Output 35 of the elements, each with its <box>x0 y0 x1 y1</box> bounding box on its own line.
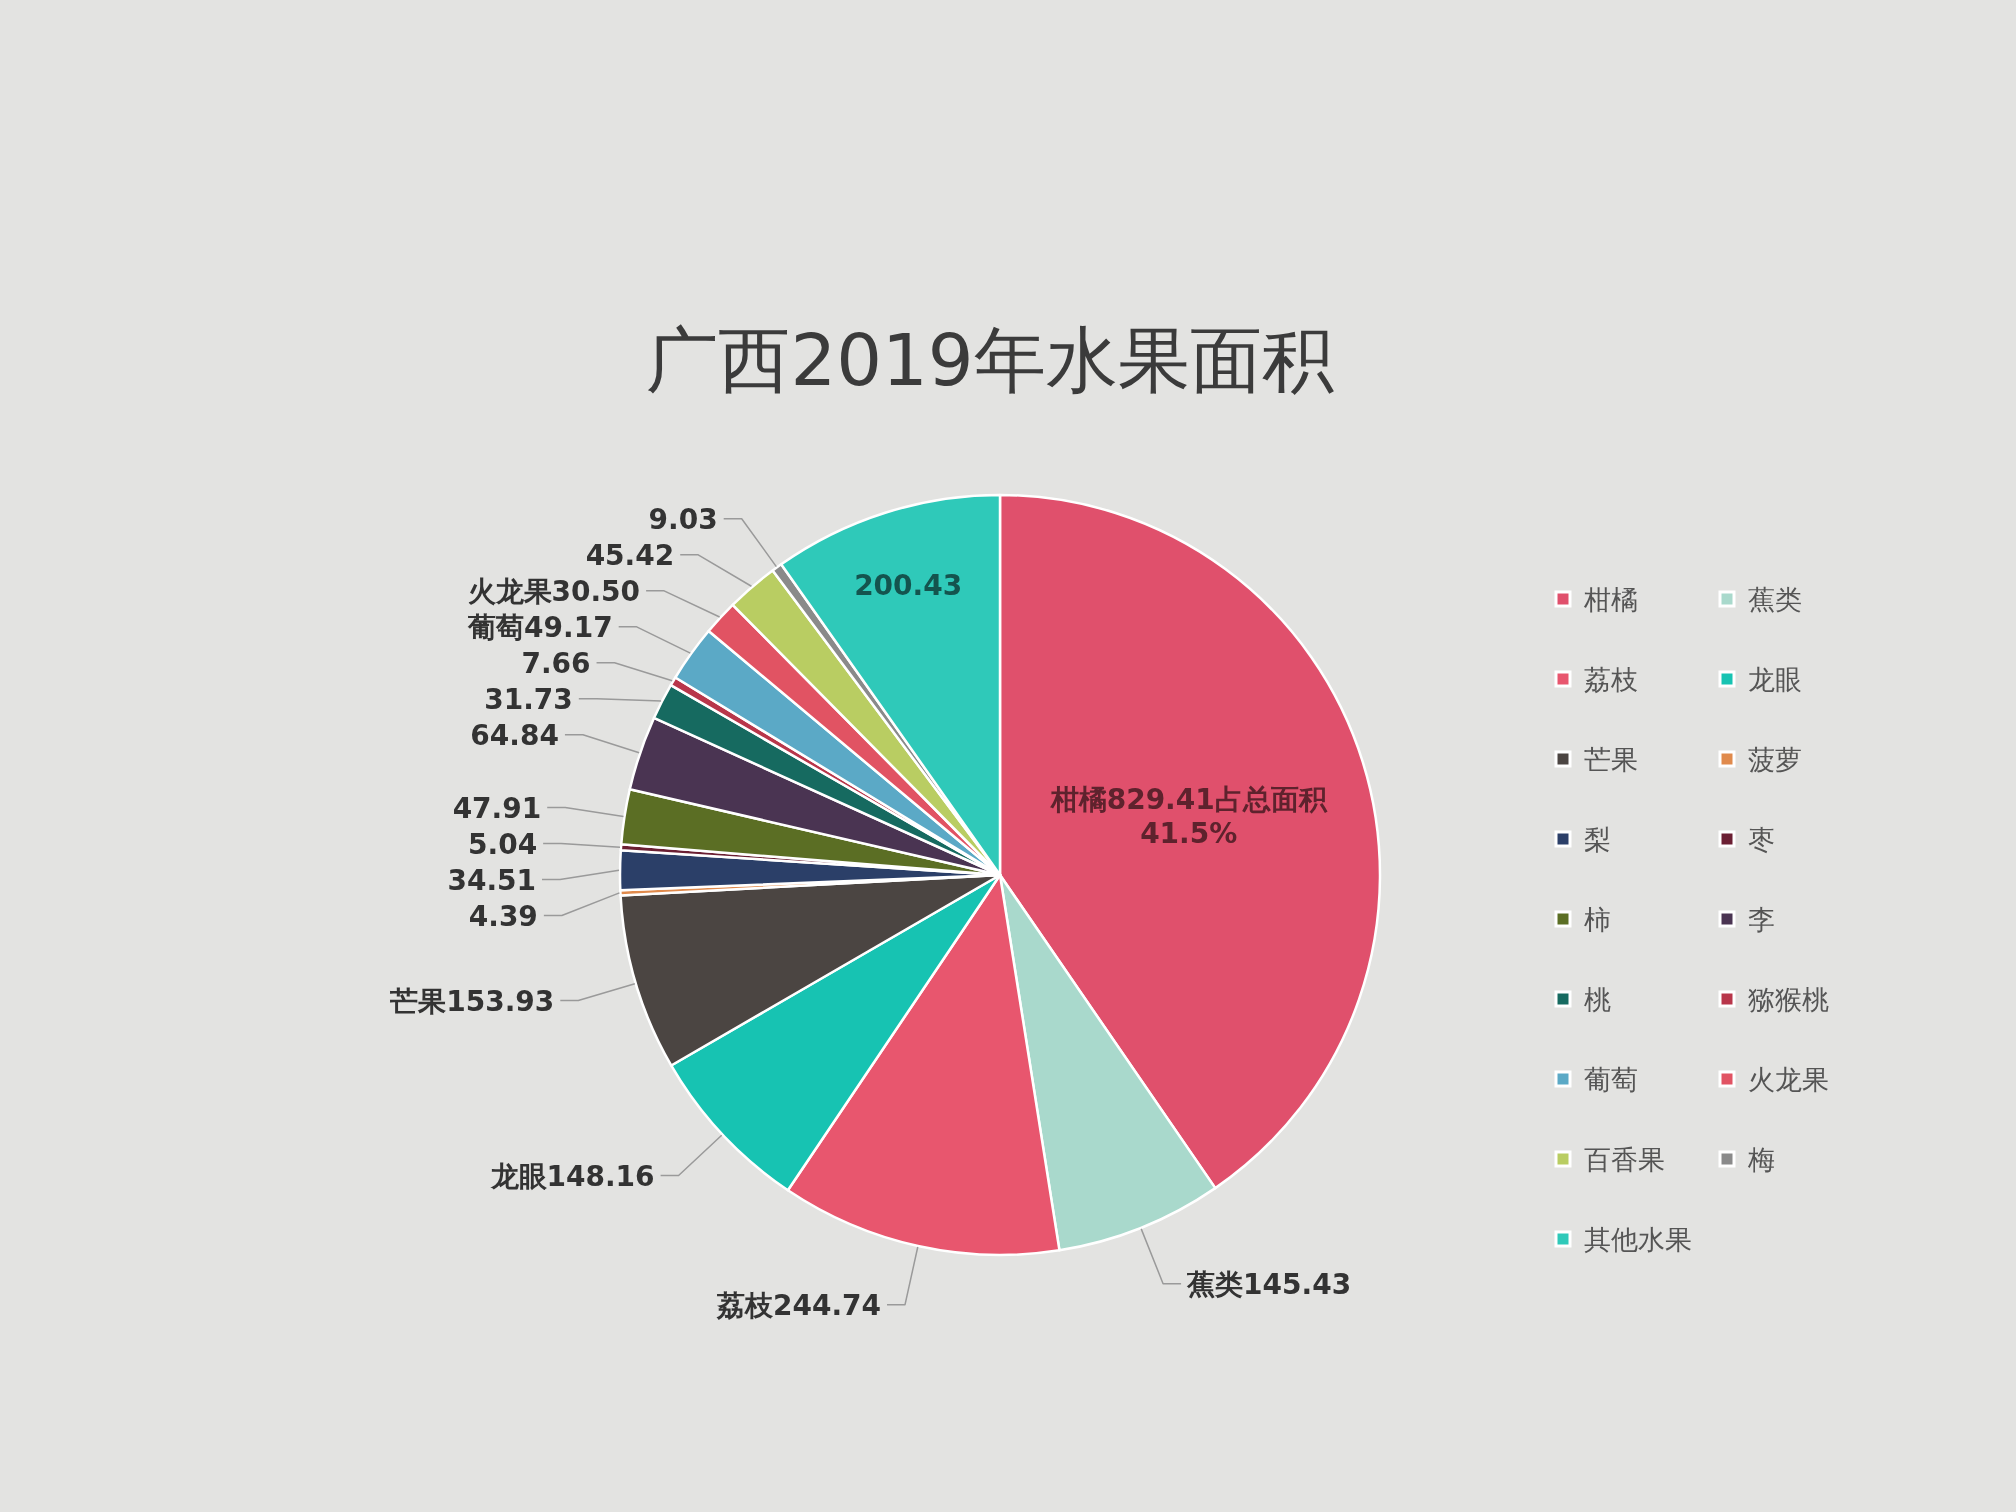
data-label: 9.03 <box>648 502 718 536</box>
data-label: 葡萄49.17 <box>467 610 613 644</box>
legend-label: 芒果 <box>1584 744 1638 775</box>
legend-label: 李 <box>1748 904 1775 935</box>
legend-label: 荔枝 <box>1584 664 1638 695</box>
legend-label: 猕猴桃 <box>1748 984 1829 1015</box>
data-label: 芒果153.93 <box>389 984 555 1018</box>
data-label: 柑橘829.41占总面积 41.5% <box>1049 783 1328 850</box>
data-label: 34.51 <box>447 863 537 897</box>
chart-title: 广西2019年水果面积 <box>646 318 1334 402</box>
legend-label: 蕉类 <box>1748 584 1802 615</box>
legend-label: 枣 <box>1748 824 1775 855</box>
data-label: 31.73 <box>484 682 573 716</box>
legend-label: 菠萝 <box>1748 744 1802 775</box>
legend-label: 柿 <box>1584 904 1611 935</box>
data-label: 5.04 <box>468 827 538 861</box>
data-label: 47.91 <box>452 791 542 825</box>
legend-label: 葡萄 <box>1584 1064 1638 1095</box>
legend-label: 火龙果 <box>1748 1064 1829 1095</box>
legend-label: 柑橘 <box>1583 584 1638 615</box>
legend-label: 百香果 <box>1584 1144 1665 1175</box>
data-label: 龙眼148.16 <box>489 1159 655 1193</box>
data-label: 荔枝244.74 <box>715 1288 882 1322</box>
data-label: 7.66 <box>521 646 591 680</box>
legend-label: 龙眼 <box>1748 664 1802 695</box>
legend-label: 梨 <box>1584 824 1611 855</box>
data-label: 200.43 <box>854 569 963 602</box>
data-label: 64.84 <box>470 718 559 752</box>
data-label: 4.39 <box>468 899 538 933</box>
data-label: 蕉类145.43 <box>1186 1267 1352 1301</box>
legend-label: 桃 <box>1584 984 1611 1015</box>
data-label: 45.42 <box>585 538 675 572</box>
data-label: 火龙果30.50 <box>467 574 641 608</box>
legend-label: 其他水果 <box>1584 1224 1692 1255</box>
legend-label: 梅 <box>1747 1144 1775 1175</box>
